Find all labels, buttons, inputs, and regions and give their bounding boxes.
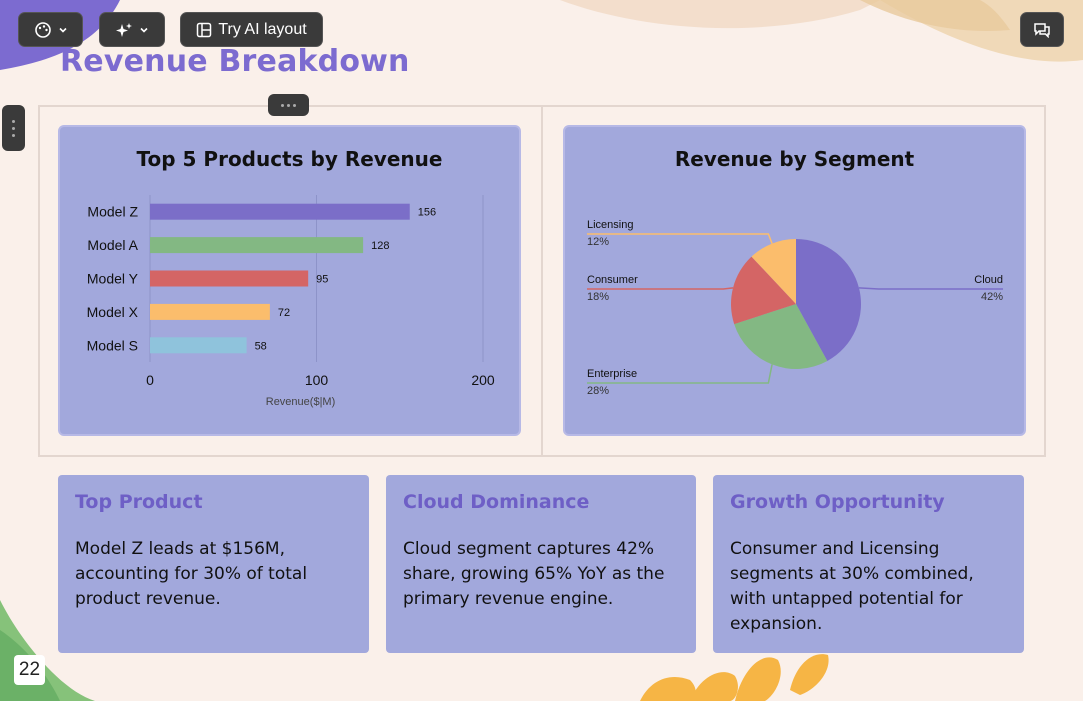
drag-handle[interactable] bbox=[268, 94, 309, 116]
bar-chart: 0 100 200 Model Z 156 Model A 128 Model Y 95 Mode… bbox=[87, 195, 495, 408]
leader-line bbox=[587, 233, 773, 244]
segment-percent: 42% bbox=[981, 291, 1003, 303]
segment-label: Enterprise bbox=[587, 368, 637, 380]
theme-button[interactable] bbox=[18, 12, 83, 47]
y-category-label: Model Z bbox=[87, 204, 138, 220]
insight-card-cloud-dominance[interactable]: Cloud Dominance Cloud segment captures 4… bbox=[386, 475, 696, 653]
bar bbox=[150, 303, 270, 320]
leader-line bbox=[587, 364, 773, 384]
segment-percent: 18% bbox=[587, 291, 609, 303]
leader-line bbox=[858, 287, 1003, 290]
chevron-down-icon bbox=[140, 27, 148, 33]
bar bbox=[150, 203, 410, 220]
segment-percent: 28% bbox=[587, 385, 609, 397]
page-number: 22 bbox=[14, 655, 45, 685]
pie-slice bbox=[731, 256, 796, 325]
sparkles-icon bbox=[116, 22, 132, 37]
insight-body: Consumer and Licensing segments at 30% c… bbox=[730, 539, 974, 634]
pie-slice bbox=[734, 304, 828, 369]
y-category-label: Model X bbox=[87, 304, 139, 320]
bar bbox=[150, 270, 309, 287]
data-label: 128 bbox=[371, 240, 389, 252]
insight-title: Growth Opportunity bbox=[730, 491, 945, 513]
y-category-label: Model Y bbox=[87, 271, 139, 287]
x-tick-label: 0 bbox=[146, 372, 154, 388]
comment-icon bbox=[1034, 22, 1050, 38]
segment-label: Licensing bbox=[587, 219, 633, 231]
pie-slice bbox=[796, 239, 861, 361]
chevron-down-icon bbox=[58, 27, 67, 33]
data-label: 58 bbox=[255, 340, 267, 352]
data-label: 95 bbox=[316, 274, 328, 286]
comments-button[interactable] bbox=[1020, 12, 1064, 47]
pie-chart: Cloud 42% Enterprise 28% Consumer 18% Licensin… bbox=[587, 219, 1003, 397]
insight-card-growth-opportunity[interactable]: Growth Opportunity Consumer and Licensin… bbox=[713, 475, 1024, 653]
try-ai-layout-button[interactable]: Try AI layout bbox=[180, 12, 323, 47]
palette-icon bbox=[34, 21, 51, 38]
insight-body: Cloud segment captures 42% share, growin… bbox=[403, 539, 665, 609]
x-axis-label: Revenue($|M) bbox=[266, 396, 336, 408]
x-tick-label: 100 bbox=[305, 372, 329, 388]
bar-chart-card[interactable]: Top 5 Products by Revenue 0 100 200 Model Z… bbox=[58, 125, 521, 436]
insight-card-top-product[interactable]: Top Product Model Z leads at $156M, acco… bbox=[58, 475, 369, 653]
bar-chart-title: Top 5 Products by Revenue bbox=[136, 147, 443, 171]
segment-percent: 12% bbox=[587, 236, 609, 248]
bar bbox=[150, 337, 247, 354]
slide-title: Revenue Breakdown bbox=[60, 44, 410, 79]
pie-chart-card[interactable]: Revenue by Segment Cloud 42% Enterprise 28%… bbox=[563, 125, 1026, 436]
pie-slice bbox=[751, 239, 796, 304]
data-label: 156 bbox=[418, 207, 436, 219]
insight-body: Model Z leads at $156M, accounting for 3… bbox=[75, 539, 308, 609]
pie-chart-title: Revenue by Segment bbox=[674, 147, 915, 171]
y-category-label: Model S bbox=[87, 337, 138, 353]
data-label: 72 bbox=[278, 307, 290, 319]
insight-title: Cloud Dominance bbox=[403, 491, 590, 513]
block-drag-handle[interactable] bbox=[2, 105, 25, 151]
insight-title: Top Product bbox=[75, 491, 203, 513]
grid-divider bbox=[541, 105, 543, 457]
x-tick-label: 200 bbox=[471, 372, 495, 388]
layout-icon bbox=[197, 22, 212, 37]
y-category-label: Model A bbox=[87, 237, 138, 253]
segment-label: Cloud bbox=[974, 274, 1003, 286]
ai-tools-button[interactable] bbox=[99, 12, 165, 47]
leader-line bbox=[587, 287, 734, 290]
try-ai-layout-label: Try AI layout bbox=[218, 20, 307, 38]
bar bbox=[150, 237, 364, 254]
segment-label: Consumer bbox=[587, 274, 638, 286]
